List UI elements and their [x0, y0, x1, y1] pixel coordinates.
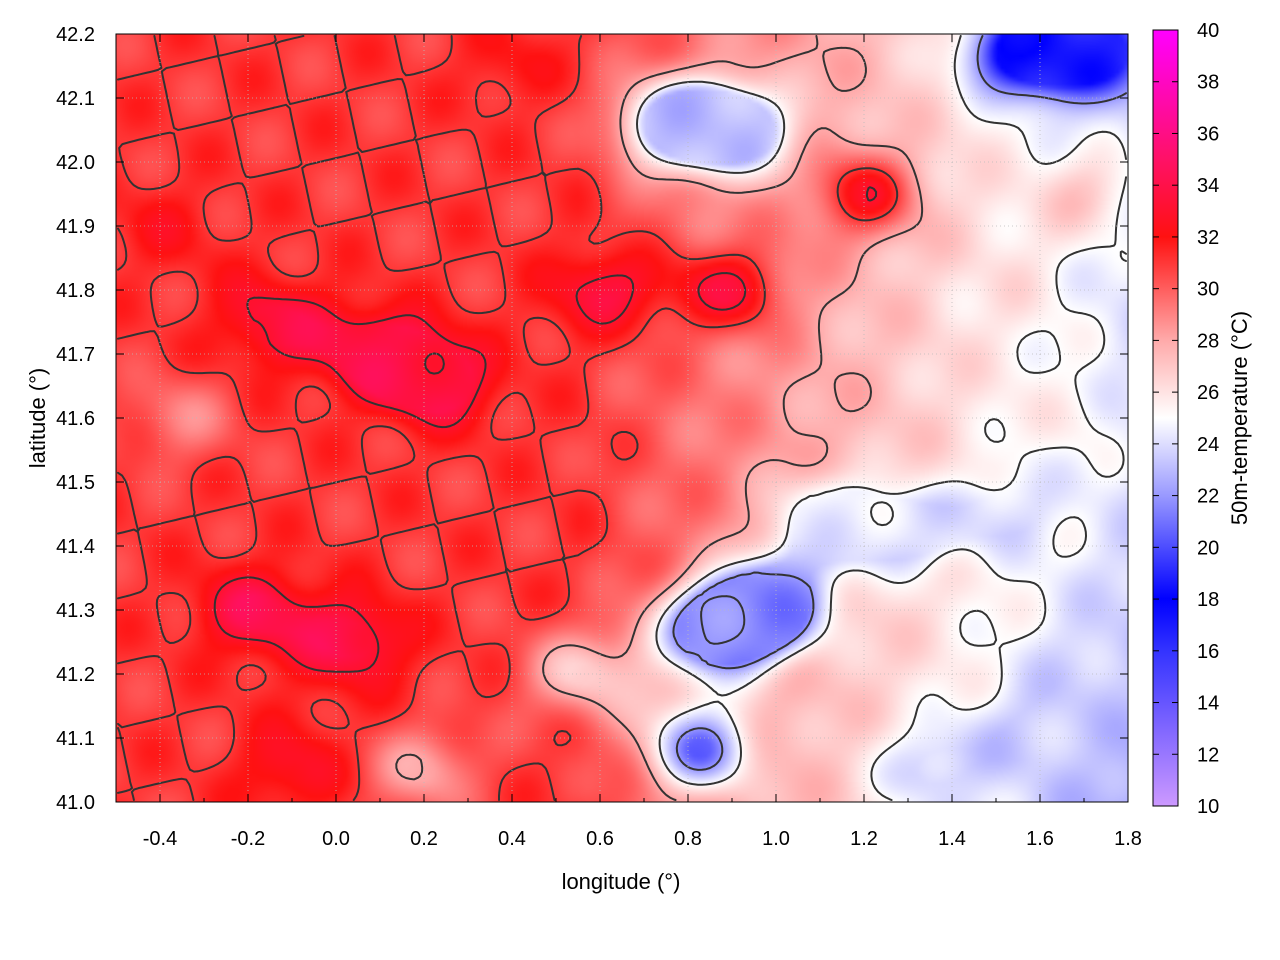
x-tick-label: -0.4: [143, 828, 177, 850]
y-tick-label: 41.8: [56, 280, 95, 302]
colorbar-ticks: 10 12 14 16 18 20 22 24 26 28 30 32 34 36 38 40: [1153, 20, 1219, 818]
colorbar: 10 12 14 16 18 20 22 24 26 28 30 32 34 36 38 40 50m-tem…: [1152, 20, 1252, 818]
contour-level: [636, 35, 1127, 801]
contour-level: [672, 35, 1127, 771]
x-axis-label: longitude (°): [562, 869, 681, 894]
y-tick-label: 41.0: [56, 792, 95, 814]
colorbar-tick-label: 22: [1197, 486, 1219, 508]
y-tick-label: 41.1: [56, 728, 95, 750]
y-tick-label: 41.7: [56, 344, 95, 366]
x-tick-label: -0.2: [231, 828, 265, 850]
plot-area: [115, 33, 1129, 803]
x-axis: -0.4 -0.2 0.0 0.2 0.4 0.6 0.8 1.0 1.2 1.4 1.6 1.8: [115, 34, 1142, 850]
colorbar-tick-label: 12: [1197, 744, 1219, 766]
colorbar-tick-label: 26: [1197, 382, 1219, 404]
colorbar-tick-label: 16: [1197, 641, 1219, 663]
y-tick-label: 41.4: [56, 536, 95, 558]
colorbar-tick-label: 10: [1197, 796, 1219, 818]
colorbar-tick-label: 32: [1197, 227, 1219, 249]
y-tick-label: 41.5: [56, 472, 95, 494]
x-tick-label: 1.8: [1114, 828, 1142, 850]
colorbar-bar: [1152, 29, 1179, 807]
x-tick-label: 0.8: [674, 828, 702, 850]
colorbar-label: 50m-temperature (°C): [1227, 311, 1252, 525]
x-tick-label: 0.6: [586, 828, 614, 850]
contour-level: [117, 35, 899, 801]
x-tick-label: 1.6: [1026, 828, 1054, 850]
y-tick-label: 41.2: [56, 664, 95, 686]
colorbar-tick-label: 34: [1197, 175, 1219, 197]
x-tick-label: 1.4: [938, 828, 966, 850]
x-tick-label: 0.4: [498, 828, 526, 850]
y-tick-label: 42.0: [56, 152, 95, 174]
colorbar-tick-label: 40: [1197, 20, 1219, 42]
x-tick-label: 0.0: [322, 828, 350, 850]
x-tick-label: 1.2: [850, 828, 878, 850]
colorbar-tick-label: 28: [1197, 330, 1219, 352]
contour-level: [395, 35, 924, 801]
y-tick-label: 41.9: [56, 216, 95, 238]
contour-level: [213, 186, 878, 673]
colorbar-tick-label: 14: [1197, 693, 1219, 715]
colorbar-tick-label: 30: [1197, 279, 1219, 301]
y-tick-label: 41.6: [56, 408, 95, 430]
y-axis: 41.0 41.1 41.2 41.3 41.4 41.5 41.6 41.7 41.8 41.9…: [56, 24, 1128, 814]
colorbar-tick-label: 36: [1197, 123, 1219, 145]
colorbar-tick-label: 24: [1197, 434, 1219, 456]
grid-lines: [116, 33, 1129, 803]
colorbar-tick-label: 20: [1197, 537, 1219, 559]
y-tick-label: 42.2: [56, 24, 95, 46]
x-tick-label: 1.0: [762, 828, 790, 850]
colorbar-tick-label: 18: [1197, 589, 1219, 611]
contour-lines: [117, 35, 1127, 801]
y-tick-label: 41.3: [56, 600, 95, 622]
y-tick-label: 42.1: [56, 88, 95, 110]
x-tick-label: 0.2: [410, 828, 438, 850]
colorbar-tick-label: 38: [1197, 72, 1219, 94]
y-axis-label: latitude (°): [25, 368, 50, 469]
